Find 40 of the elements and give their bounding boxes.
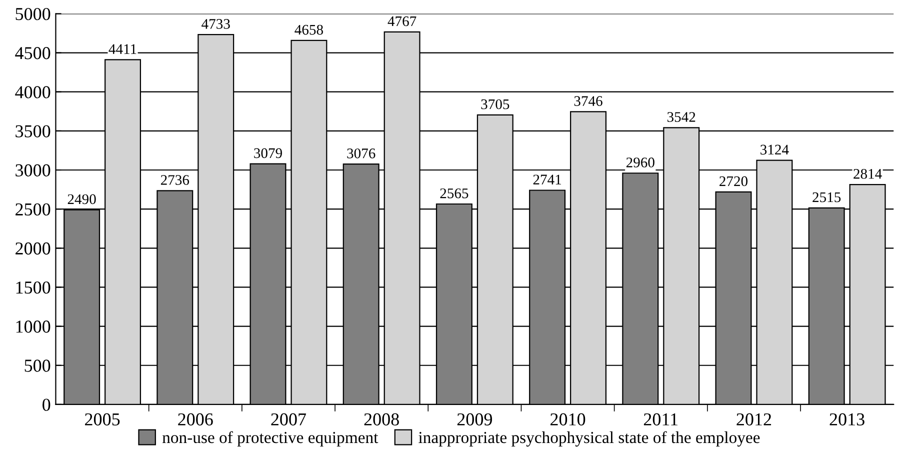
y-tick-label: 4000	[15, 86, 50, 98]
data-label: 4733	[202, 19, 230, 29]
data-label: 4658	[294, 24, 323, 35]
x-tick-label: 2009	[457, 413, 492, 426]
x-tick-label: 2005	[85, 413, 120, 426]
x-tick-label: 2013	[830, 413, 864, 426]
data-label: 2960	[626, 158, 654, 168]
data-label: 4411	[108, 44, 136, 54]
y-tick-label: 5000	[16, 8, 50, 20]
y-tick-label: 3000	[16, 164, 50, 176]
y-tick-label: 1500	[16, 281, 50, 294]
legend-label: inappropriate psychophysical state of the employee	[418, 431, 760, 447]
x-tick-label: 2012	[736, 413, 772, 426]
data-label: 3076	[347, 148, 376, 158]
data-label: 2814	[854, 168, 882, 179]
y-tick-label: 2000	[16, 242, 50, 255]
x-tick-label: 2008	[364, 413, 399, 426]
x-tick-label: 2006	[178, 413, 213, 426]
data-label: 3705	[481, 99, 510, 110]
y-tick-label: 500	[24, 360, 50, 372]
x-tick-label: 2007	[271, 413, 306, 426]
data-label: 3746	[574, 96, 602, 106]
x-tick-label: 2011	[644, 413, 678, 426]
data-label: 3079	[254, 148, 282, 158]
data-label: 3124	[760, 144, 789, 155]
x-tick-label: 2010	[550, 413, 586, 426]
data-label: 2490	[68, 194, 96, 204]
y-tick-label: 2500	[16, 203, 50, 216]
y-tick-label: 0	[42, 398, 50, 411]
legend-label: non-use of protective equipment	[162, 431, 378, 447]
data-label: 2720	[720, 176, 748, 186]
y-tick-label: 1000	[16, 320, 50, 333]
y-tick-label: 3500	[16, 125, 50, 138]
y-tick-label: 4500	[15, 47, 50, 60]
data-label: 2515	[812, 192, 841, 202]
data-label: 4767	[388, 16, 416, 26]
data-label: 2736	[160, 175, 190, 185]
data-label: 2741	[533, 174, 561, 184]
data-label: 3542	[667, 112, 696, 122]
data-label: 2565	[440, 188, 468, 198]
